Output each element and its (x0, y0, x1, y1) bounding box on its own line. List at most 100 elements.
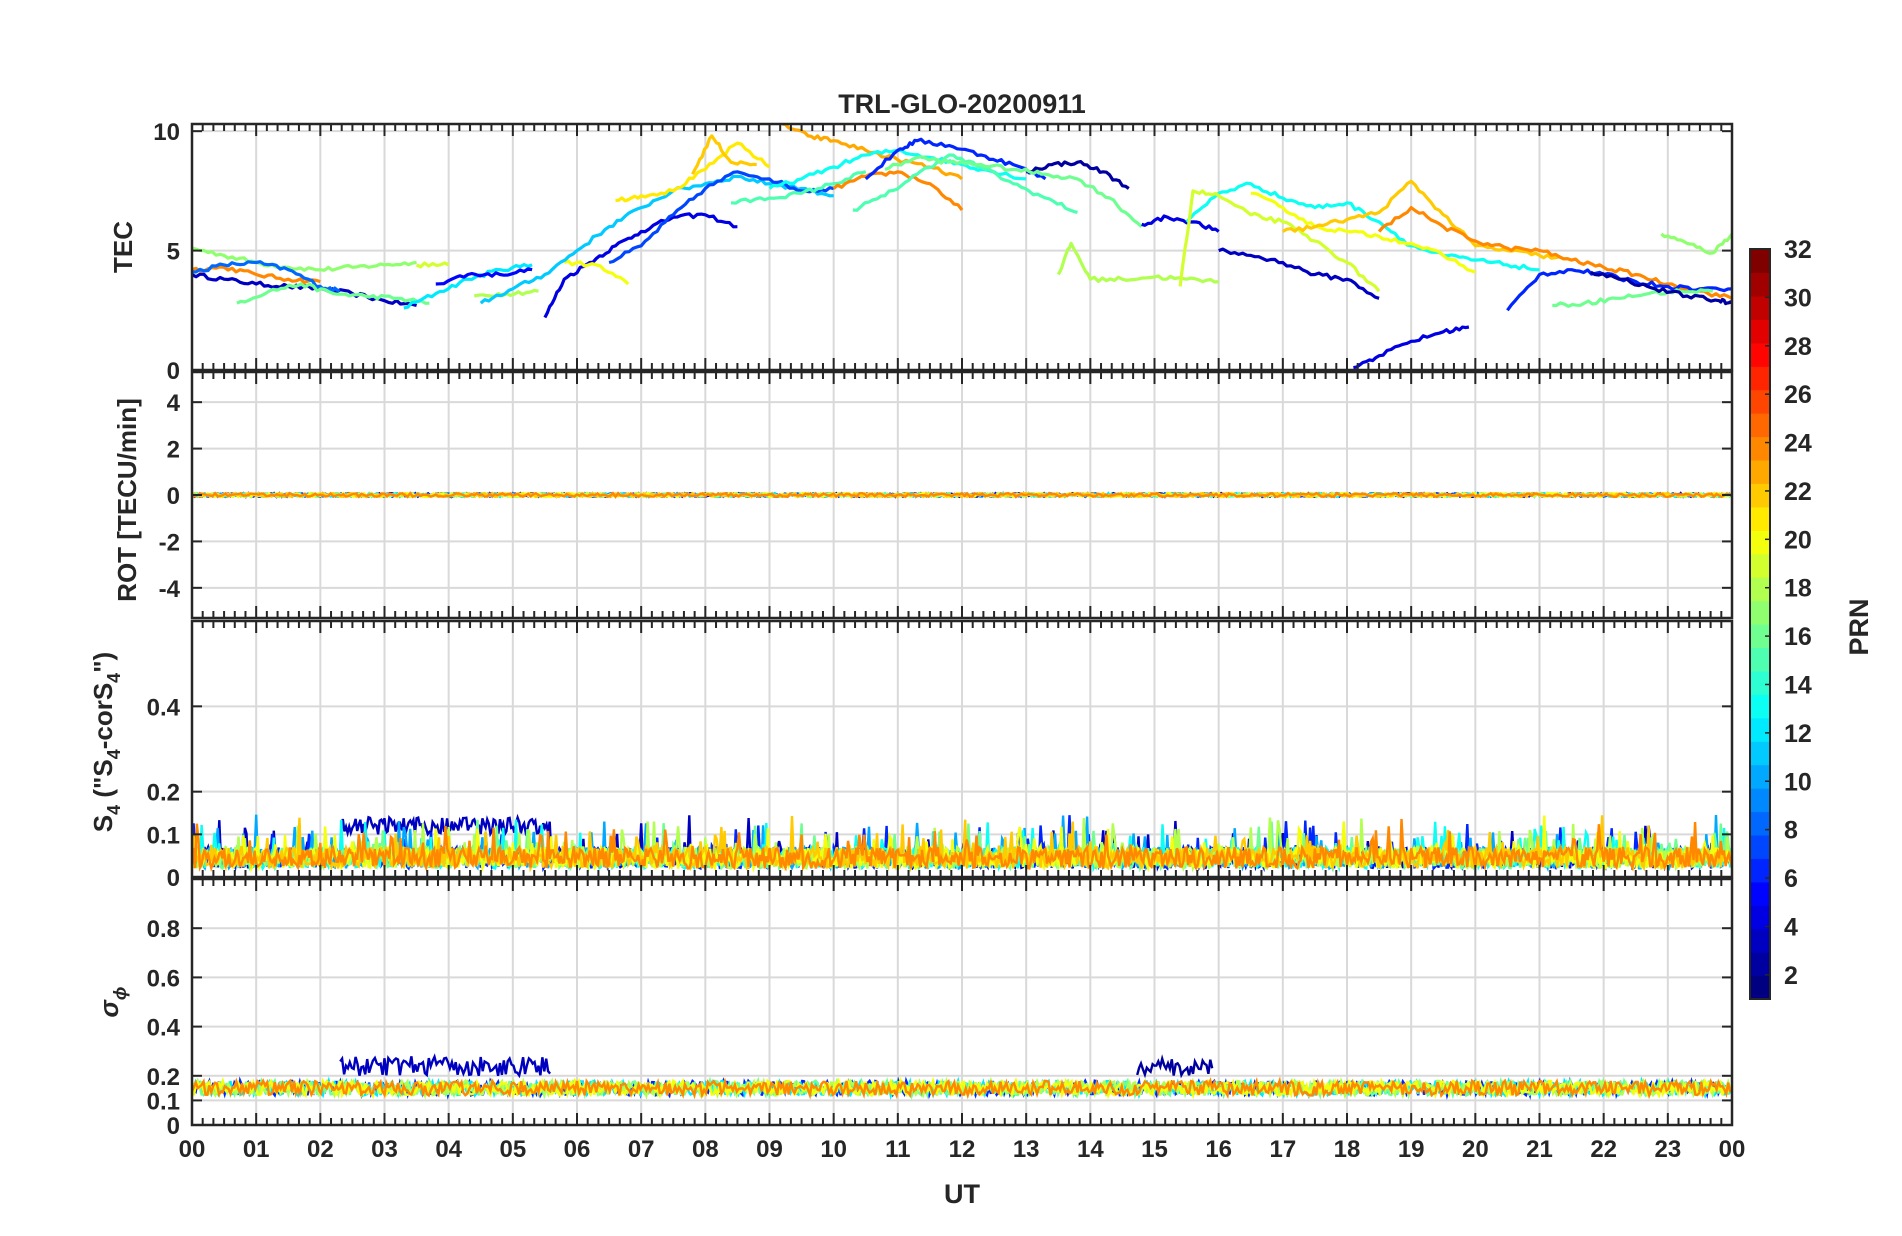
colorbar-segment-14 (1750, 647, 1770, 672)
x-tick-label-23: 23 (1654, 1136, 1681, 1163)
x-tick-label-6: 06 (564, 1136, 591, 1163)
x-tick-label-18: 18 (1334, 1136, 1361, 1163)
colorbar-tick-label-13: 28 (1784, 333, 1812, 361)
colorbar-segment-12 (1750, 694, 1770, 719)
x-tick-label-17: 17 (1269, 1136, 1296, 1163)
x-tick-label-4: 04 (435, 1136, 462, 1163)
colorbar-segment-29 (1750, 295, 1770, 320)
colorbar-segment-10 (1750, 741, 1770, 766)
colorbar-tick-label-10: 22 (1784, 478, 1812, 506)
colorbar-segment-17 (1750, 577, 1770, 602)
tec-ytick-label-0: 0 (167, 358, 180, 385)
colorbar-segment-11 (1750, 717, 1770, 742)
sigma-ytick-label-4: 0.6 (147, 965, 180, 992)
s4-ylabel-sub-1: 4 (104, 805, 124, 815)
tec-ytick-label-2: 10 (153, 119, 180, 146)
x-tick-label-12: 12 (949, 1136, 976, 1163)
rot-series-prn-24 (192, 491, 1732, 499)
colorbar-tick-label-12: 26 (1784, 381, 1812, 409)
sigma-series-prn-24 (192, 1076, 1732, 1100)
colorbar-segment-24 (1750, 413, 1770, 438)
tec-series-prn-5-6 (435, 267, 533, 286)
s4-ylabel-part-2: ("S (88, 759, 118, 805)
x-tick-label-13: 13 (1013, 1136, 1040, 1163)
colorbar-segment-5 (1750, 858, 1770, 883)
tec-series-prn-4-31 (1353, 325, 1470, 370)
colorbar-tick-label-15: 32 (1784, 236, 1812, 264)
colorbar-segment-13 (1750, 670, 1770, 695)
chart-title: TRL-GLO-20200911 (838, 89, 1086, 119)
x-tick-label-3: 03 (371, 1136, 398, 1163)
s4-ylabel-sub-3: 4 (104, 673, 124, 683)
colorbar-segment-18 (1750, 553, 1770, 578)
sigma-lines (192, 1053, 1732, 1101)
sigma-ytick-label-0: 0 (167, 1113, 180, 1140)
colorbar-tick-label-3: 8 (1784, 817, 1798, 845)
tec-series-prn-17-34 (1660, 232, 1732, 255)
tec-series-prn-20-28 (1250, 191, 1476, 274)
tec-series-prn-4-9 (543, 212, 738, 319)
tec-series-prn-2-20 (1026, 160, 1130, 190)
colorbar-segment-16 (1750, 600, 1770, 625)
colorbar-segment-3 (1750, 905, 1770, 930)
sigma-ytick-label-3: 0.4 (147, 1015, 181, 1042)
rot-ytick-label-3: 2 (167, 437, 180, 464)
colorbar-segment-25 (1750, 389, 1770, 414)
x-tick-label-15: 15 (1141, 1136, 1168, 1163)
x-tick-label-16: 16 (1205, 1136, 1232, 1163)
x-tick-label-9: 09 (756, 1136, 783, 1163)
colorbar-segment-4 (1750, 881, 1770, 906)
panel-rot: -4 -2 0 2 4 ROT [TECU/min] (112, 370, 1734, 620)
rot-ytick-label-4: 4 (167, 390, 181, 417)
colorbar-segment-19 (1750, 530, 1770, 555)
colorbar-tick-label-0: 2 (1784, 962, 1798, 990)
x-tick-labels: 00 01 02 03 04 05 06 07 08 09 10 11 12 13 14 15 16 17 18 19… (179, 1136, 1746, 1163)
panel-sigma: 00.10.2 0.4 0.6 0.8 σϕ (94, 877, 1734, 1140)
x-tick-label-19: 19 (1398, 1136, 1425, 1163)
tec-series-prn-15-15 (730, 170, 867, 205)
x-tick-label-21: 21 (1526, 1136, 1553, 1163)
tec-series-prn-7-12 (608, 170, 835, 265)
colorbar-segment-6 (1750, 834, 1770, 859)
sigma-ytick-label-2: 0.2 (147, 1064, 180, 1091)
x-tick-label-24: 00 (1719, 1136, 1746, 1163)
tec-series-prn-4-24 (1141, 214, 1220, 233)
tec-series-prn-23-16 (782, 124, 964, 181)
x-tick-label-1: 01 (243, 1136, 270, 1163)
s4-ylabel: S4 ("S4-corS4") (88, 652, 124, 832)
colorbar-tick-label-2: 6 (1784, 865, 1798, 893)
s4-ytick-label-2: 0.2 (147, 780, 180, 807)
colorbar-segment-0 (1750, 975, 1770, 1000)
s4-ylabel-part-4: ") (88, 652, 118, 673)
colorbar-segment-22 (1750, 459, 1770, 484)
x-tick-label-5: 05 (499, 1136, 526, 1163)
colorbar-segment-9 (1750, 764, 1770, 789)
tec-series-prn-19-7 (415, 261, 450, 269)
s4-ytick-label-3: 0.4 (147, 694, 181, 721)
tec-series-prn-22-29 (1282, 179, 1573, 262)
tec-series-prn-21-13 (615, 141, 771, 203)
x-tick-label-8: 08 (692, 1136, 719, 1163)
colorbar-tick-label-7: 16 (1784, 623, 1812, 651)
sigma-ylabel: σϕ (94, 987, 130, 1018)
rot-lines (192, 491, 1732, 499)
colorbar-tick-label-8: 18 (1784, 575, 1812, 603)
colorbar-label: PRN (1844, 598, 1874, 655)
colorbar-segment-7 (1750, 811, 1770, 836)
rot-ylabel: ROT [TECU/min] (112, 398, 142, 602)
rot-ticks: -4 -2 0 2 4 (159, 372, 1733, 618)
x-tick-label-20: 20 (1462, 1136, 1489, 1163)
sigma-series-prn-2 (1136, 1054, 1214, 1079)
colorbar-segment-30 (1750, 272, 1770, 297)
colorbar-segment-26 (1750, 366, 1770, 391)
tec-series-prn-6-19 (864, 137, 1047, 181)
tec-series-prn-2-35 (1589, 270, 1732, 306)
tec-ticks: 0 5 10 (153, 119, 1733, 385)
tec-ylabel: TEC (108, 221, 138, 273)
tec-series-prn-24-2 (192, 265, 321, 285)
colorbar-segment-15 (1750, 624, 1770, 649)
x-tick-label-14: 14 (1077, 1136, 1104, 1163)
rot-ytick-label-1: -2 (159, 529, 180, 556)
s4-ylabel-sub-2: 4 (104, 749, 124, 759)
sigma-ticks: 00.10.2 0.4 0.6 0.8 (147, 879, 1733, 1140)
